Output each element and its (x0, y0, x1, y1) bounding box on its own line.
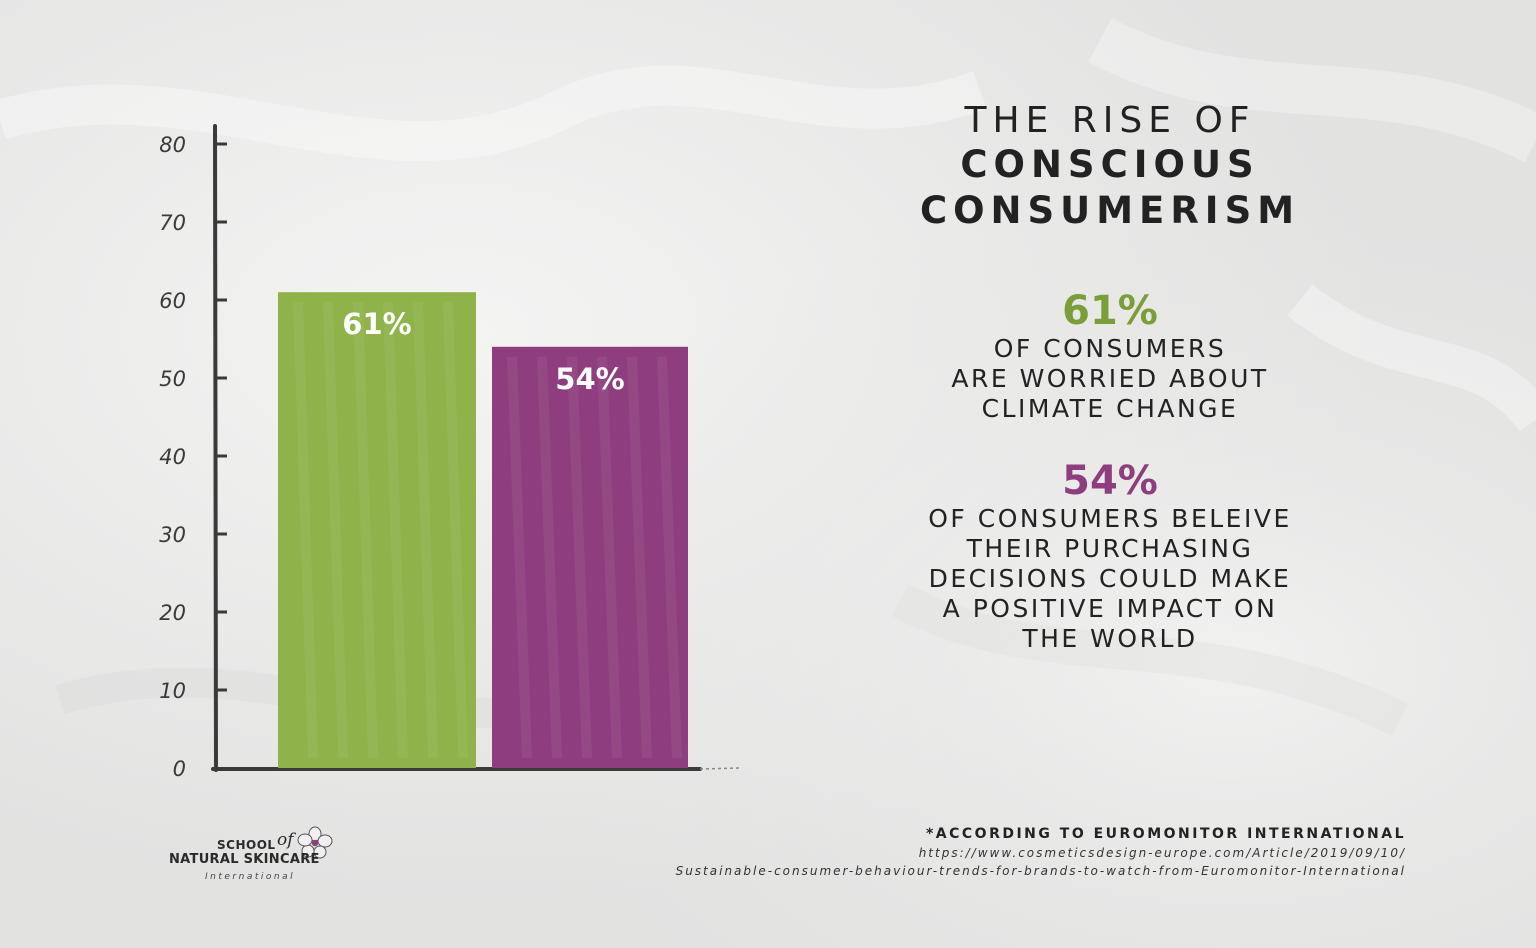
y-axis-line (213, 124, 218, 772)
logo-school-text: SCHOOL (217, 838, 276, 852)
bar-value-label: 54% (555, 362, 624, 396)
y-tick-label: 50 (159, 367, 186, 391)
stat-value-1: 61% (1062, 288, 1158, 334)
x-axis-tail (699, 767, 741, 770)
bar (492, 346, 688, 768)
stat-text-2: OF CONSUMERS BELEIVE THEIR PURCHASING DE… (860, 504, 1360, 654)
bar-texture (507, 356, 532, 759)
stat-value-2: 54% (1062, 458, 1158, 504)
bar-texture (413, 302, 438, 759)
stat-block-2: 54% OF CONSUMERS BELEIVE THEIR PURCHASIN… (860, 458, 1360, 654)
stat-2-line: OF CONSUMERS BELEIVE (928, 504, 1292, 533)
source-title: *ACCORDING TO EUROMONITOR INTERNATIONAL (925, 826, 1406, 842)
source-citation: *ACCORDING TO EUROMONITOR INTERNATIONAL … (506, 824, 1406, 880)
y-tick-label: 30 (159, 523, 186, 547)
bar (278, 292, 476, 768)
stat-text-1: OF CONSUMERS ARE WORRIED ABOUT CLIMATE C… (860, 334, 1360, 424)
y-tick-label: 20 (159, 601, 186, 625)
stat-2-line: THEIR PURCHASING (966, 534, 1254, 563)
logo-of-text: of (277, 830, 294, 850)
bar-texture (597, 356, 622, 759)
bar-texture (323, 302, 348, 759)
bar-texture (293, 302, 318, 759)
stat-2-line: THE WORLD (1022, 624, 1198, 653)
school-logo: SCHOOL of NATURAL SKINCARE International (165, 826, 355, 886)
source-url-line-2: Sustainable-consumer-behaviour-trends-fo… (675, 864, 1406, 878)
bar-texture (657, 356, 682, 759)
stat-2-line: DECISIONS COULD MAKE (928, 564, 1292, 593)
flower-icon (297, 826, 333, 859)
bar-texture (627, 356, 652, 759)
y-tick-label: 10 (159, 679, 186, 703)
stat-1-line: OF CONSUMERS (993, 334, 1227, 363)
bar-chart: 0 10 20 30 40 50 60 70 80 61% 54% (159, 124, 741, 781)
title-line-1: THE RISE OF (964, 100, 1256, 141)
y-tick-label: 0 (173, 757, 186, 781)
stat-block-1: 61% OF CONSUMERS ARE WORRIED ABOUT CLIMA… (860, 288, 1360, 424)
bar-texture (537, 356, 562, 759)
bar-texture (567, 356, 592, 759)
chart-labels: 61% 54% (342, 307, 624, 396)
source-url-line-1: https://www.cosmeticsdesign-europe.com/A… (918, 846, 1406, 860)
logo-name-text: NATURAL SKINCARE (169, 852, 320, 867)
bar-value-label: 61% (342, 307, 411, 341)
logo-international-text: International (205, 872, 296, 882)
title-line-3: CONSUMERISM (919, 189, 1301, 232)
chart-bars (278, 292, 688, 768)
y-tick-label: 70 (159, 211, 186, 235)
title-line-2: CONSCIOUS (960, 143, 1260, 186)
y-tick-label: 60 (159, 289, 186, 313)
bar-texture (353, 302, 378, 759)
y-tick-label: 40 (159, 445, 186, 469)
bar-texture (443, 302, 468, 759)
stat-2-line: A POSITIVE IMPACT ON (942, 594, 1278, 623)
text-panel: THE RISE OF CONSCIOUS CONSUMERISM 61% OF… (860, 100, 1360, 654)
chart-axes: 0 10 20 30 40 50 60 70 80 (159, 124, 741, 781)
y-tick-label: 80 (159, 133, 186, 157)
bar-texture (383, 302, 408, 759)
stat-1-line: CLIMATE CHANGE (981, 394, 1239, 423)
stat-1-line: ARE WORRIED ABOUT (951, 364, 1269, 393)
